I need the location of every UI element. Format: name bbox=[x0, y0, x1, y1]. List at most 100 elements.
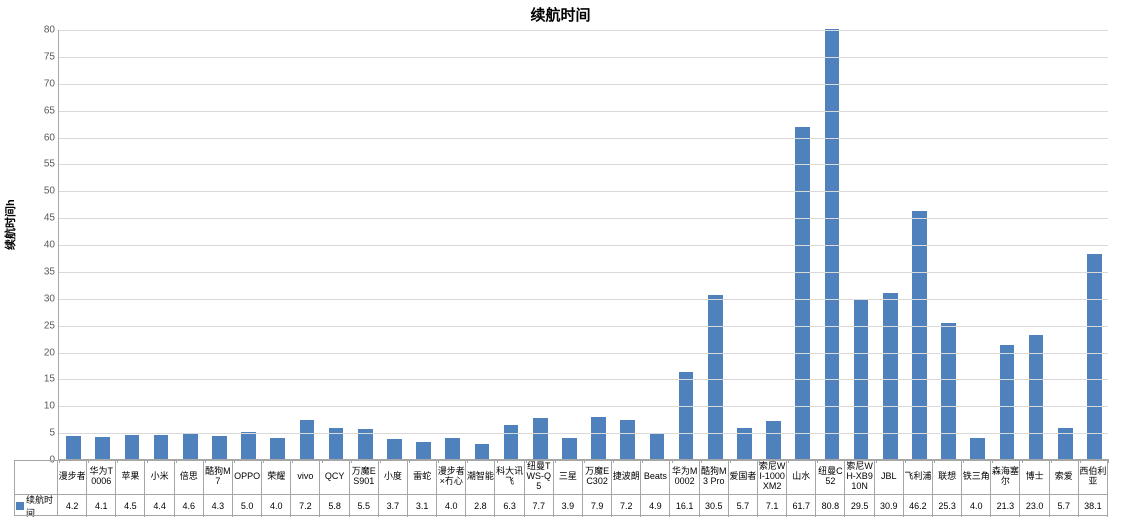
value-cell: 4.5 bbox=[116, 495, 145, 517]
grid-line bbox=[59, 84, 1108, 85]
x-category-label: 爱国者 bbox=[729, 472, 757, 482]
x-category-label: 纽曼C52 bbox=[816, 467, 844, 487]
x-category-label: 铁三角 bbox=[962, 472, 990, 482]
x-category-cell: 荣耀 bbox=[262, 460, 291, 494]
value-cell: 5.5 bbox=[350, 495, 379, 517]
x-category-cell: 漫步者×冇心 bbox=[437, 460, 466, 494]
x-category-cell: 索尼WI-1000XM2 bbox=[758, 460, 787, 494]
value-cell: 16.1 bbox=[671, 495, 700, 517]
legend-label: 续航时间 bbox=[26, 493, 57, 519]
bar bbox=[708, 295, 723, 459]
x-category-label: 纽曼TWS-Q5 bbox=[525, 462, 553, 492]
x-category-cell: 酷狗M7 bbox=[204, 460, 233, 494]
bar bbox=[650, 433, 665, 459]
x-category-cell: 雷蛇 bbox=[408, 460, 437, 494]
bar bbox=[912, 211, 927, 459]
value-cell: 21.3 bbox=[991, 495, 1020, 517]
x-category-label: 西伯利亚 bbox=[1079, 467, 1107, 487]
x-category-cell: 小度 bbox=[379, 460, 408, 494]
x-category-cell: 捷波朗 bbox=[612, 460, 641, 494]
y-tick-label: 5 bbox=[49, 428, 55, 439]
x-category-label: 漫步者 bbox=[58, 472, 86, 482]
bar bbox=[941, 323, 956, 459]
bar bbox=[270, 438, 285, 460]
value-cell: 29.5 bbox=[846, 495, 875, 517]
plot-area: 05101520253035404550556065707580 bbox=[58, 30, 1108, 460]
x-category-label: 万魔ES901 bbox=[350, 467, 378, 487]
x-category-cell: 倍思 bbox=[175, 460, 204, 494]
value-cell: 25.3 bbox=[933, 495, 962, 517]
x-category-label: 酷狗M3 Pro bbox=[700, 467, 728, 487]
x-category-label: 万魔EC302 bbox=[583, 467, 611, 487]
x-category-cell: 漫步者 bbox=[58, 460, 87, 494]
x-category-cell: 铁三角 bbox=[962, 460, 991, 494]
grid-line bbox=[59, 272, 1108, 273]
y-axis-label: 续航时间h bbox=[2, 199, 18, 250]
value-cell: 7.2 bbox=[291, 495, 320, 517]
x-category-label: 雷蛇 bbox=[408, 472, 436, 482]
x-category-cell: QCY bbox=[321, 460, 350, 494]
x-category-cell: 联想 bbox=[933, 460, 962, 494]
x-category-label: 华为M0002 bbox=[671, 467, 699, 487]
x-category-label: vivo bbox=[291, 472, 319, 482]
legend: 续航时间 bbox=[14, 494, 58, 516]
x-category-cell: 三星 bbox=[554, 460, 583, 494]
x-category-cell: 小米 bbox=[146, 460, 175, 494]
bar bbox=[1000, 345, 1015, 459]
x-category-label: 华为T0006 bbox=[87, 467, 115, 487]
x-category-label: JBL bbox=[875, 472, 903, 482]
x-category-label: 三星 bbox=[554, 472, 582, 482]
bar bbox=[1087, 254, 1102, 459]
value-cell: 4.0 bbox=[437, 495, 466, 517]
value-cell: 3.9 bbox=[554, 495, 583, 517]
x-category-cell: 科大讯飞 bbox=[496, 460, 525, 494]
value-cell: 7.7 bbox=[525, 495, 554, 517]
bar bbox=[679, 372, 694, 459]
y-tick-label: 75 bbox=[44, 51, 55, 62]
x-category-cell: 森海塞尔 bbox=[991, 460, 1020, 494]
x-category-label: 飞利浦 bbox=[904, 472, 932, 482]
grid-line bbox=[59, 379, 1108, 380]
x-category-label: 联想 bbox=[933, 472, 961, 482]
grid-line bbox=[59, 406, 1108, 407]
bar bbox=[475, 444, 490, 459]
x-category-label: 小度 bbox=[379, 472, 407, 482]
value-cell: 7.9 bbox=[583, 495, 612, 517]
value-cell: 5.0 bbox=[233, 495, 262, 517]
x-category-cell: 飞利浦 bbox=[904, 460, 933, 494]
x-category-label: 小米 bbox=[146, 472, 174, 482]
bar bbox=[591, 417, 606, 459]
value-cell: 38.1 bbox=[1079, 495, 1108, 517]
x-category-cell: JBL bbox=[875, 460, 904, 494]
value-cell: 46.2 bbox=[904, 495, 933, 517]
x-category-label: 索尼WH-XB910N bbox=[846, 462, 874, 492]
category-header-spacer bbox=[14, 460, 58, 494]
value-cell: 7.2 bbox=[612, 495, 641, 517]
x-category-label: 倍思 bbox=[175, 472, 203, 482]
x-category-cell: Beats bbox=[641, 460, 670, 494]
bar bbox=[387, 439, 402, 459]
x-category-label: 潮智能 bbox=[466, 472, 494, 482]
y-tick-label: 65 bbox=[44, 105, 55, 116]
x-category-label: 山水 bbox=[787, 472, 815, 482]
value-cell: 4.1 bbox=[87, 495, 116, 517]
x-category-cell: 华为T0006 bbox=[87, 460, 116, 494]
y-tick-label: 50 bbox=[44, 186, 55, 197]
bar bbox=[504, 425, 519, 459]
bar bbox=[183, 434, 198, 459]
y-tick-label: 15 bbox=[44, 374, 55, 385]
y-tick-label: 25 bbox=[44, 320, 55, 331]
x-category-cell: 纽曼TWS-Q5 bbox=[525, 460, 554, 494]
bar bbox=[825, 29, 840, 459]
x-category-cell: 万魔EC302 bbox=[583, 460, 612, 494]
bar bbox=[95, 437, 110, 459]
value-cell: 30.5 bbox=[700, 495, 729, 517]
bar bbox=[154, 435, 169, 459]
value-cell: 4.3 bbox=[204, 495, 233, 517]
y-tick-label: 40 bbox=[44, 240, 55, 251]
value-cell: 4.0 bbox=[962, 495, 991, 517]
x-category-cell: OPPO bbox=[233, 460, 262, 494]
x-category-label: Beats bbox=[641, 472, 669, 482]
y-tick-label: 70 bbox=[44, 78, 55, 89]
x-category-label: 酷狗M7 bbox=[204, 467, 232, 487]
